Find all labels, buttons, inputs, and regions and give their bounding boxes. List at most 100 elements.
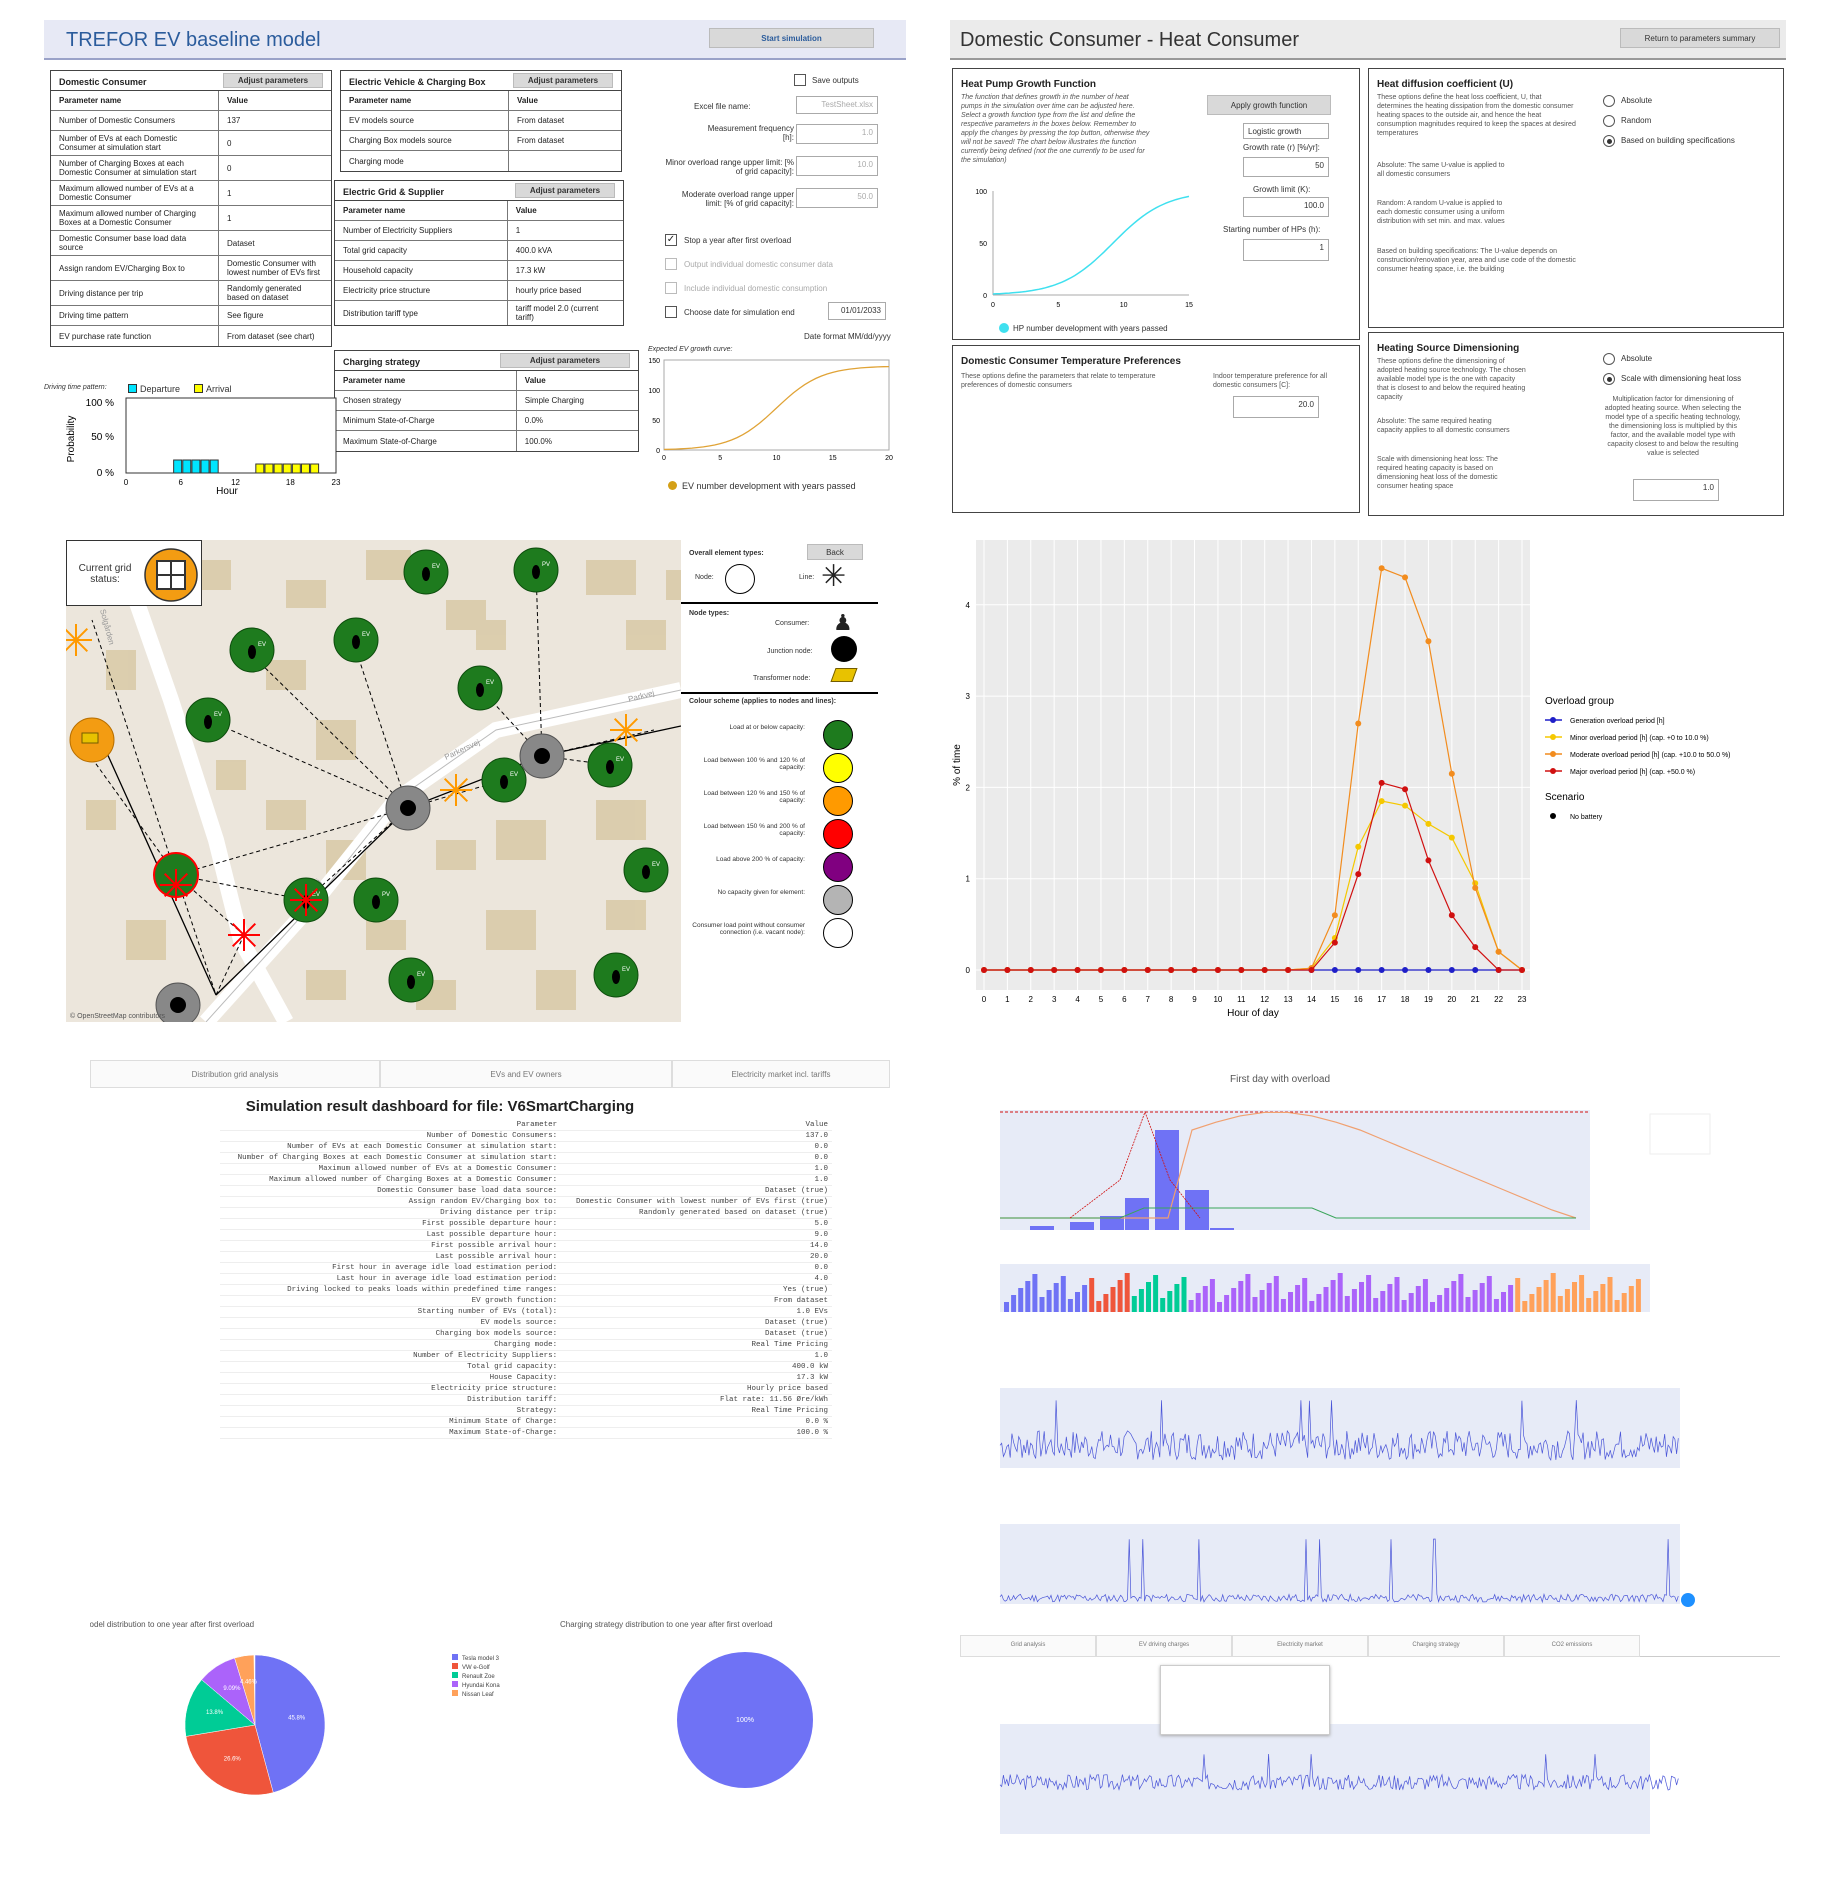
- indoor-temp-input[interactable]: 20.0: [1233, 396, 1319, 418]
- grid-table: Electric Grid & Supplier Adjust paramete…: [334, 180, 624, 326]
- heat-diffusion-box: Heat diffusion coefficient (U) These opt…: [1368, 68, 1784, 328]
- consumer-icon: [532, 565, 540, 579]
- legend-item[interactable]: Renault Zoe: [452, 1672, 500, 1681]
- grid-status-icon: [144, 548, 198, 602]
- bar: [1351, 1289, 1357, 1312]
- data-point: [1191, 967, 1198, 973]
- bar: [1600, 1284, 1606, 1312]
- diff-radio-building[interactable]: [1603, 135, 1615, 147]
- y-tick: 50: [652, 418, 660, 425]
- param-value: Hourly price based: [561, 1383, 832, 1395]
- back-button[interactable]: Back: [807, 544, 863, 560]
- growth-type-select[interactable]: Logistic growth: [1243, 123, 1329, 139]
- bar: [1529, 1294, 1535, 1312]
- param-name: Distribution tariff:: [220, 1394, 562, 1406]
- bar: [1359, 1282, 1364, 1312]
- scenario-title: Scenario: [1545, 792, 1585, 803]
- frequency-input[interactable]: 1.0: [796, 124, 878, 144]
- x-tick: 22: [1494, 995, 1503, 1004]
- bar: [1103, 1294, 1109, 1312]
- diff-radio-absolute[interactable]: [1603, 95, 1615, 107]
- x-tick: 14: [1307, 995, 1316, 1004]
- param-name: Maximum allowed number of Charging Boxes…: [51, 206, 219, 230]
- scheme-swatch: [823, 786, 853, 816]
- charging-adjust-button[interactable]: Adjust parameters: [500, 353, 630, 368]
- tab-4[interactable]: CO2 emissions: [1504, 1635, 1640, 1657]
- start-simulation-button[interactable]: Start simulation: [709, 28, 874, 48]
- mult-factor-input[interactable]: 1.0: [1633, 479, 1719, 501]
- date-input[interactable]: 01/01/2033: [828, 302, 886, 320]
- output-individual-checkbox[interactable]: [665, 258, 677, 270]
- minor-overload-input[interactable]: 10.0: [796, 156, 878, 176]
- table-row: Number of EVs at each Domestic Consumer …: [51, 131, 331, 156]
- stop-year-checkbox[interactable]: ✓: [665, 234, 677, 246]
- node-symbol: [725, 564, 755, 594]
- departure-bar: [209, 459, 219, 474]
- legend-item[interactable]: VW e-Golf: [452, 1663, 500, 1672]
- grid-adjust-button[interactable]: Adjust parameters: [515, 183, 615, 198]
- parameter-table: Parameter Value Number of Domestic Consu…: [220, 1120, 832, 1439]
- param-value: hourly price based: [515, 286, 582, 295]
- tab-3[interactable]: Charging strategy: [1368, 1635, 1504, 1657]
- tab-2[interactable]: Electricity market: [1232, 1635, 1368, 1657]
- excel-file-input[interactable]: TestSheet.xlsx: [796, 96, 878, 114]
- y-tick: 50 %: [91, 432, 114, 443]
- data-point: [1425, 857, 1432, 864]
- data-point: [1378, 967, 1385, 973]
- param-name: EV models source:: [220, 1317, 562, 1329]
- param-value: From dataset (see chart): [227, 331, 315, 341]
- minor-label: Minor overload range upper limit: [% of …: [665, 158, 794, 176]
- bar: [1018, 1288, 1024, 1312]
- tab-evs[interactable]: EVs and EV owners: [380, 1060, 672, 1088]
- tab-grid-analysis[interactable]: Distribution grid analysis: [90, 1060, 380, 1088]
- param-value: Flat rate: 11.56 Øre/kWh: [561, 1394, 832, 1406]
- domestic-adjust-button[interactable]: Adjust parameters: [223, 73, 323, 88]
- bar: [1430, 1302, 1435, 1312]
- tariff-dropdown[interactable]: [1160, 1665, 1330, 1735]
- apply-growth-button[interactable]: Apply growth function: [1207, 95, 1331, 115]
- src-radio-scale[interactable]: [1603, 373, 1615, 385]
- table-row: Number of Electricity Suppliers 1: [335, 221, 623, 241]
- consumer-icon: [372, 895, 380, 909]
- legend-item[interactable]: Tesla model 3: [452, 1654, 500, 1663]
- src-radio-absolute[interactable]: [1603, 353, 1615, 365]
- save-outputs-checkbox[interactable]: [794, 74, 806, 86]
- start-number-input[interactable]: 1: [1243, 239, 1329, 261]
- x-tick: 20: [1447, 995, 1456, 1004]
- ev-adjust-button[interactable]: Adjust parameters: [513, 73, 613, 88]
- param-value: Simple Charging: [524, 396, 584, 405]
- y-tick: 100 %: [86, 398, 114, 409]
- x-tick: 2: [1029, 995, 1034, 1004]
- bar: [1607, 1277, 1613, 1312]
- table-row: Total grid capacity: 400.0 kW: [220, 1361, 832, 1373]
- bar: [1153, 1275, 1159, 1312]
- data-point: [1519, 967, 1525, 973]
- param-name: Minimum State of Charge:: [220, 1416, 562, 1428]
- param-value: 1.0 EVs: [561, 1306, 832, 1318]
- legend-item[interactable]: Hyundai Kona: [452, 1681, 500, 1690]
- legend-item[interactable]: Nissan Leaf: [452, 1690, 500, 1699]
- growth-limit-input[interactable]: 100.0: [1243, 197, 1329, 217]
- include-individual-checkbox[interactable]: [665, 282, 677, 294]
- table-row: Number of Charging Boxes at each Domesti…: [220, 1152, 832, 1164]
- bar: [1579, 1275, 1585, 1312]
- growth-rate-input[interactable]: 50: [1243, 157, 1329, 177]
- tab-market[interactable]: Electricity market incl. tariffs: [672, 1060, 890, 1088]
- bar: [1316, 1294, 1322, 1312]
- x-tick: 21: [1471, 995, 1480, 1004]
- tab-1[interactable]: EV driving charges: [1096, 1635, 1232, 1657]
- bar: [1635, 1279, 1641, 1312]
- bar: [1557, 1296, 1563, 1312]
- param-value: Randomly generated based on dataset: [227, 284, 302, 302]
- ev-legend-label: EV number development with years passed: [682, 481, 856, 491]
- consumer-icon: [352, 635, 360, 649]
- tab-0[interactable]: Grid analysis: [960, 1635, 1096, 1657]
- diff-radio-random[interactable]: [1603, 115, 1615, 127]
- choose-date-checkbox[interactable]: [665, 306, 677, 318]
- table-row: Number of Domestic Consumers 137: [51, 111, 331, 131]
- bar: [1486, 1276, 1492, 1312]
- return-summary-button[interactable]: Return to parameters summary: [1620, 28, 1780, 48]
- bar: [1046, 1290, 1052, 1312]
- src-opt1-label: Absolute: [1621, 354, 1653, 364]
- moderate-overload-input[interactable]: 50.0: [796, 188, 878, 208]
